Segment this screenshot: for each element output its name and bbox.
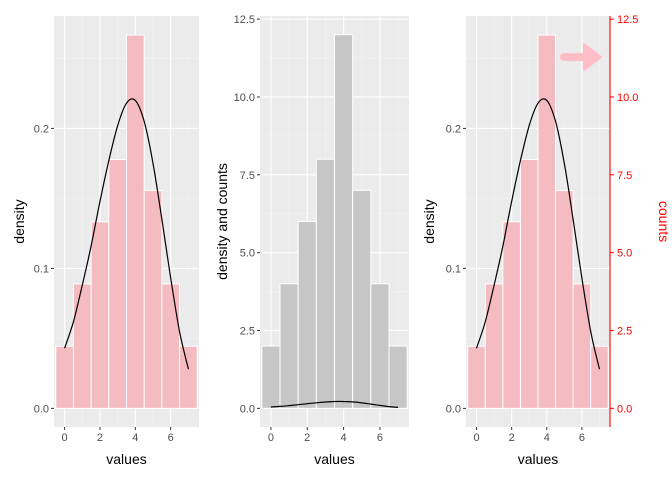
y-axis-title: density (11, 199, 27, 243)
secondary-y-tick-label: 2.5 (617, 325, 632, 337)
y-axis-title: density and counts (214, 163, 230, 280)
x-tick-label: 6 (377, 432, 383, 444)
x-tick-label: 4 (544, 432, 550, 444)
right-arrow-icon-head (583, 43, 602, 71)
histogram-bar (72, 283, 92, 409)
panel-1: 0 2 4 6 0.0 0.1 0.2 values density (11, 16, 199, 467)
histogram-bar (502, 221, 521, 409)
histogram-bar (467, 345, 486, 409)
histogram-bar (555, 190, 574, 409)
y-tick-label: 0.0 (240, 403, 255, 415)
histogram-bar (334, 34, 354, 409)
secondary-y-axis-title: counts (656, 201, 672, 242)
x-axis-title: values (106, 451, 146, 467)
histogram-bar (161, 283, 181, 409)
density-curve (270, 400, 399, 408)
y-tick-label: 7.5 (240, 170, 255, 182)
x-tick-label: 2 (97, 432, 103, 444)
y-tick-label: 0.2 (446, 123, 461, 135)
y-tick-label: 2.5 (240, 325, 255, 337)
x-tick-label: 0 (268, 432, 274, 444)
histogram-bar (279, 283, 299, 409)
x-axis-title: values (518, 451, 558, 467)
y-tick-label: 0.1 (34, 263, 49, 275)
histogram-bar (590, 345, 609, 409)
secondary-y-tick-label: 10.0 (617, 92, 638, 104)
histogram-bar (179, 345, 198, 409)
y-tick-label: 5.0 (240, 248, 255, 260)
histogram-bar (143, 190, 163, 409)
x-tick-label: 4 (132, 432, 138, 444)
x-tick-label: 0 (62, 432, 68, 444)
histogram-bar (261, 345, 281, 409)
histogram-bar (108, 158, 127, 409)
histogram-bar (519, 158, 539, 409)
histogram-bar (352, 189, 372, 409)
histogram-bar (370, 283, 390, 409)
histogram-bar (297, 221, 317, 409)
secondary-y-tick-label: 7.5 (617, 170, 632, 182)
x-tick-label: 0 (473, 432, 479, 444)
y-tick-label: 0.1 (446, 263, 461, 275)
histogram-bar (484, 283, 504, 409)
density-curve (64, 98, 189, 370)
histogram-bar (537, 34, 557, 409)
x-tick-label: 2 (509, 432, 515, 444)
x-tick-label: 6 (579, 432, 585, 444)
panel-2: 0 2 4 6 0.0 2.5 5.0 7.5 10.0 12.5 values density an… (214, 14, 409, 467)
secondary-y-tick-label: 5.0 (617, 248, 632, 260)
panel-3: 0 2 4 6 0.0 0.1 0.2 values density 0.0 2.5 5.0 7.5 10… (421, 14, 672, 467)
y-tick-label: 12.5 (234, 14, 255, 26)
histogram-bar (315, 158, 335, 409)
histogram-bar (55, 345, 74, 409)
secondary-y-tick-label: 0.0 (617, 403, 632, 415)
x-tick-label: 4 (341, 432, 347, 444)
histogram-bar (126, 34, 145, 409)
y-tick-label: 10.0 (234, 92, 255, 104)
y-tick-label: 0.2 (34, 123, 49, 135)
x-tick-label: 6 (168, 432, 174, 444)
y-axis-title: density (421, 199, 437, 243)
secondary-y-tick-label: 12.5 (617, 14, 638, 26)
x-tick-label: 2 (304, 432, 310, 444)
y-tick-label: 0.0 (446, 403, 461, 415)
histogram-bar (388, 345, 408, 409)
histogram-bar (572, 283, 592, 409)
density-curve (475, 98, 601, 370)
histogram-bar (90, 221, 110, 409)
y-tick-label: 0.0 (34, 403, 49, 415)
x-axis-title: values (314, 451, 354, 467)
